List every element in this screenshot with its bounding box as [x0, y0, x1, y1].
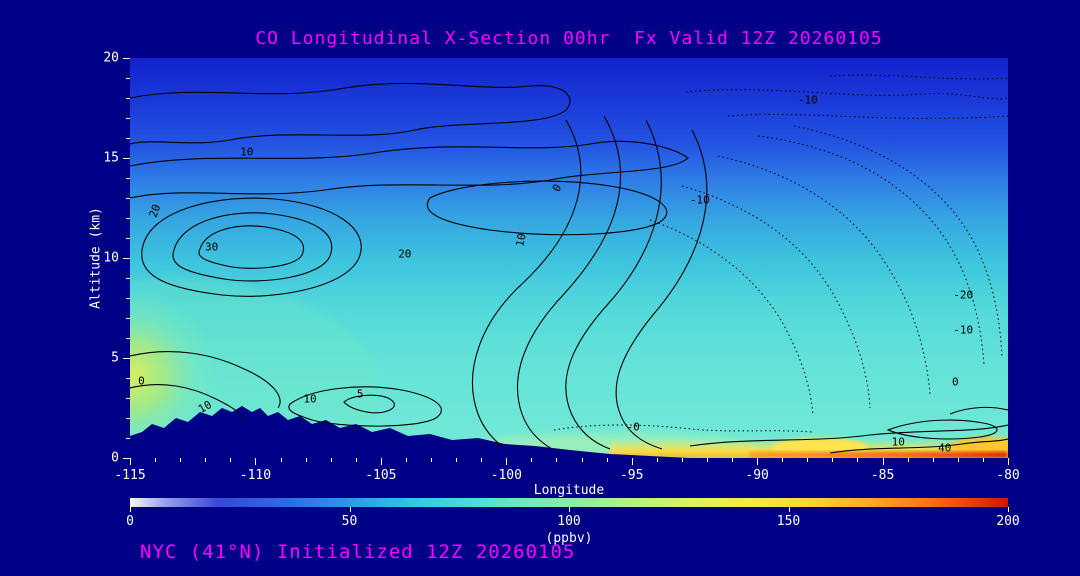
right-edge-yellow [950, 437, 1008, 457]
x-minor-tick [305, 458, 307, 462]
surface-red-line [750, 452, 1008, 458]
colorbar-tick [788, 507, 790, 512]
x-minor-tick [280, 458, 282, 462]
x-minor-tick [907, 458, 909, 462]
x-minor-tick [180, 458, 182, 462]
x-major-tick [882, 458, 884, 465]
x-axis: -115 -110 -105 -100 -95 -90 -85 -80 [114, 458, 1020, 500]
y-minor-tick [126, 318, 130, 319]
y-minor-tick [126, 338, 130, 339]
x-minor-tick [957, 458, 959, 462]
y-major-tick [123, 158, 130, 159]
x-minor-tick [982, 458, 984, 462]
x-minor-tick [606, 458, 608, 462]
y-minor-tick [126, 218, 130, 219]
x-minor-tick [656, 458, 658, 462]
x-tick-label: -110 [239, 468, 272, 483]
x-minor-tick [807, 458, 809, 462]
colorbar-tick-label: 200 [996, 514, 1020, 529]
y-minor-tick [126, 278, 130, 279]
x-major-tick [130, 458, 131, 465]
x-tick-label: -115 [114, 468, 146, 483]
x-minor-tick [230, 458, 232, 462]
y-axis: 0 5 10 15 20 [88, 51, 130, 466]
x-minor-tick [456, 458, 458, 462]
y-minor-tick [126, 398, 130, 399]
chart-title: CO Longitudinal X-Section 00hr Fx Valid … [255, 28, 883, 49]
x-tick-label: -100 [490, 468, 522, 483]
x-minor-tick [481, 458, 483, 462]
x-tick-label: -105 [365, 468, 397, 483]
x-minor-tick [531, 458, 533, 462]
colorbar-tick [569, 507, 570, 512]
y-minor-tick [126, 438, 130, 439]
y-tick-label: 15 [103, 150, 119, 166]
x-minor-tick [681, 458, 683, 462]
x-minor-tick [857, 458, 859, 462]
x-minor-tick [932, 458, 934, 462]
x-minor-tick [205, 458, 207, 462]
x-minor-tick [782, 458, 784, 462]
y-major-tick [123, 258, 130, 259]
y-minor-tick [126, 378, 130, 379]
y-tick-label: 5 [111, 350, 119, 366]
x-minor-tick [155, 458, 157, 462]
footer-text: NYC (41°N) Initialized 12Z 20260105 [140, 541, 576, 563]
x-major-tick [757, 458, 759, 465]
y-major-tick [123, 58, 130, 59]
colorbar-tick [1008, 507, 1009, 512]
y-minor-tick [126, 98, 130, 99]
x-major-tick [255, 458, 257, 465]
x-major-tick [380, 458, 382, 465]
y-minor-tick [126, 298, 130, 299]
colorbar-tick-label: 100 [557, 514, 581, 529]
x-tick-label: -95 [619, 468, 644, 483]
x-minor-tick [706, 458, 708, 462]
y-axis-title: Altitude (km) [88, 207, 104, 309]
x-tick-label: -90 [745, 468, 769, 483]
colorbar: 0 50 100 150 200 (ppbv) [126, 498, 1020, 546]
x-minor-tick [581, 458, 583, 462]
contour-plot-svg [130, 58, 1008, 458]
y-major-tick [123, 358, 130, 359]
plot-area: -10 10 0 20 -10 30 20 10 -20 -10 0 10 10 5 0 -0 10 40 [130, 58, 1008, 458]
x-tick-label: -85 [870, 468, 895, 483]
y-tick-label: 20 [103, 50, 119, 66]
y-minor-tick [126, 418, 130, 419]
y-minor-tick [126, 78, 130, 79]
x-minor-tick [330, 458, 332, 462]
x-minor-tick [832, 458, 834, 462]
y-tick-label: 0 [111, 450, 119, 466]
y-major-tick [123, 458, 130, 459]
x-major-tick [506, 458, 508, 465]
dotted-contours [553, 74, 1008, 433]
colorbar-tick [130, 507, 131, 512]
x-minor-tick [355, 458, 357, 462]
x-minor-tick [732, 458, 734, 462]
colorbar-tick-label: 0 [126, 514, 134, 529]
colorbar-tick-label: 50 [341, 514, 358, 529]
x-minor-tick [556, 458, 558, 462]
x-major-tick [1008, 458, 1009, 465]
terrain-silhouette [130, 406, 690, 458]
y-minor-tick [126, 118, 130, 119]
y-minor-tick [126, 198, 130, 199]
x-major-tick [631, 458, 633, 465]
x-axis-title: Longitude [533, 483, 605, 498]
colorbar-gradient [130, 498, 1008, 507]
x-minor-tick [405, 458, 407, 462]
colorbar-tick-label: 150 [776, 514, 801, 529]
x-tick-label: -80 [996, 468, 1020, 483]
y-tick-label: 10 [103, 250, 119, 266]
x-minor-tick [431, 458, 433, 462]
solid-contours [130, 82, 1008, 454]
colorbar-tick [349, 507, 351, 512]
y-minor-tick [126, 178, 130, 179]
y-minor-tick [126, 238, 130, 239]
y-minor-tick [126, 138, 130, 139]
colorbar-unit-label: (ppbv) [545, 531, 593, 546]
